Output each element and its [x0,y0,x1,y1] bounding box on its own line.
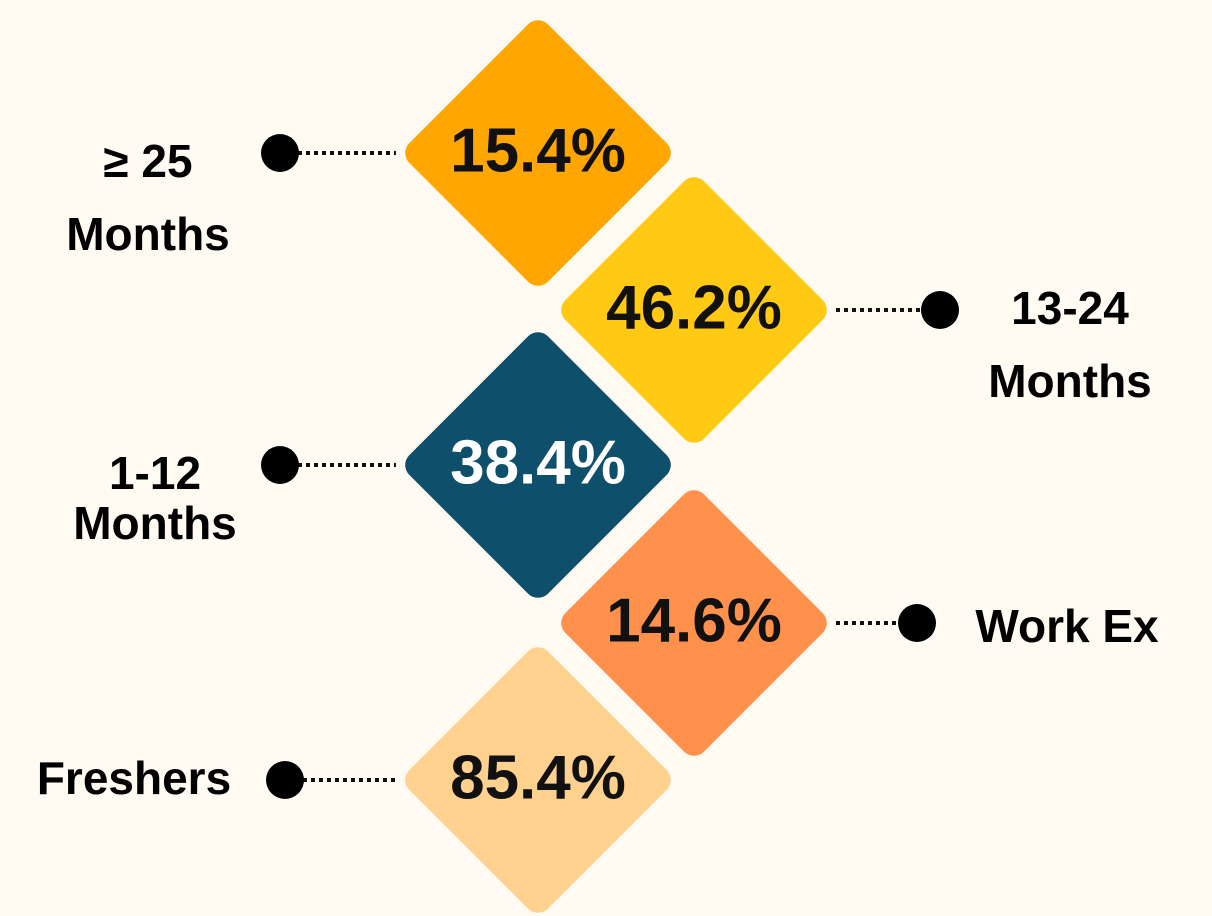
label: Months [988,355,1152,407]
value-text: 14.6% [606,586,782,655]
label: Work Ex [975,600,1159,652]
diamond [561,490,827,756]
connector-dot [266,761,304,799]
label: Months [66,208,230,260]
connector-dot [921,291,959,329]
value-text: 38.4% [450,428,626,497]
label: 1-12 [109,447,201,499]
value-text: 46.2% [606,273,782,342]
label: 13-24 [1011,282,1129,334]
diamond [405,332,671,598]
diamond [405,20,671,286]
connector-dot [261,446,299,484]
value-text: 85.4% [450,743,626,812]
connector-dot [898,604,936,642]
diamond [561,177,827,443]
label: Months [73,497,237,549]
diamond [405,647,671,913]
label: Freshers [37,752,231,804]
connector-dot [261,134,299,172]
value-text: 15.4% [450,116,626,185]
label: ≥ 25 [103,135,192,187]
